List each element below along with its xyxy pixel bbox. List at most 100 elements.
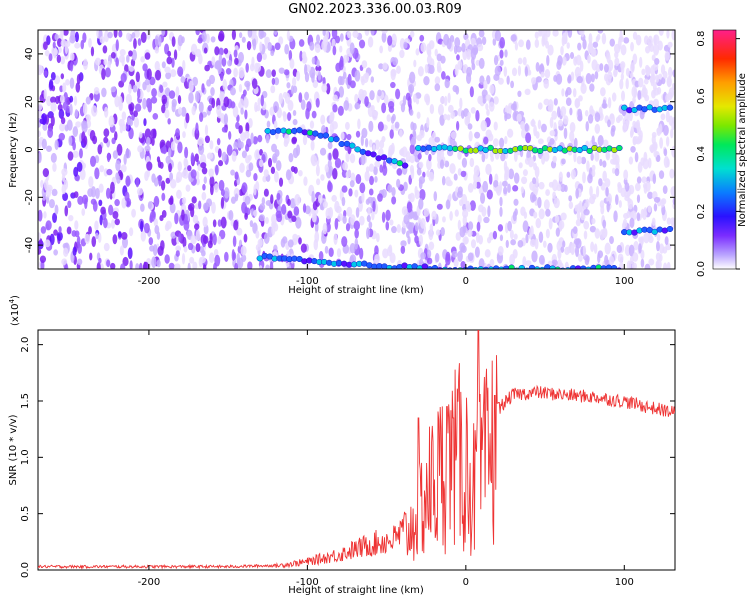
heatmap-cell [387,43,392,52]
heatmap-cell [94,220,99,231]
heatmap-cell [252,38,257,51]
heatmap-x-tick-label: -100 [296,276,319,287]
heatmap-cell [560,246,565,253]
heatmap-cell [510,80,515,89]
heatmap-cell [284,44,290,55]
heatmap-cell [552,30,559,37]
heatmap-cell [153,177,159,187]
heatmap-cell [211,97,216,109]
heatmap-cell [406,201,413,213]
heatmap-cell [542,240,547,248]
heatmap-cell [636,212,641,222]
heatmap-cell [316,59,320,68]
heatmap-cell [270,194,274,204]
heatmap-cell [311,110,317,119]
heatmap-cell [271,77,276,85]
heatmap-cell [167,147,172,158]
heatmap-cell [220,72,224,82]
heatmap-cell [428,171,435,182]
heatmap-cell [211,56,216,66]
heatmap-cell [74,109,79,118]
heatmap-cell [171,36,176,47]
heatmap-cell [40,179,44,188]
heatmap-cell [238,83,243,93]
heatmap-cell [587,54,591,64]
heatmap-feature-cell [370,151,377,158]
heatmap-feature-cell [420,145,427,152]
heatmap-cell [302,134,308,146]
heatmap-cell [328,247,334,258]
snr-frame [37,329,676,571]
heatmap-cell [373,165,378,176]
heatmap-feature-cell [354,146,361,153]
heatmap-cell [588,41,593,53]
heatmap-cell [378,63,384,70]
snr-x-tick-label: -100 [296,577,319,588]
heatmap-cell [292,109,297,116]
heatmap-cell [232,235,237,248]
heatmap-cell [72,150,79,158]
heatmap-cell [592,41,599,48]
heatmap-cell [634,182,641,192]
heatmap-cell [597,135,604,147]
heatmap-cell [160,180,166,191]
heatmap-cell [614,51,619,59]
heatmap-cell [575,188,579,199]
heatmap-cell [218,160,224,167]
heatmap-cell [538,181,545,190]
heatmap-cell [492,38,497,46]
heatmap-cell [121,197,127,209]
heatmap-cell [46,35,51,46]
heatmap-cell [318,251,324,261]
heatmap-cell [50,72,56,81]
snr-y-tick-label: 0.0 [20,562,31,578]
heatmap-cell [619,78,624,90]
heatmap-cell [672,69,675,78]
heatmap-cell [250,208,254,217]
heatmap-cell [132,84,138,93]
heatmap-cell [43,178,49,191]
heatmap-cell [460,170,467,178]
heatmap-cell [528,227,533,240]
heatmap-cell [349,254,357,264]
heatmap-cell [630,72,634,79]
heatmap-cell [504,111,508,122]
heatmap-cell [641,68,646,76]
heatmap-cell [570,71,575,81]
heatmap-cell [443,113,448,121]
heatmap-cell [121,111,127,121]
heatmap-cell [161,104,166,114]
heatmap-cell [595,185,600,198]
heatmap-cell [128,227,134,237]
heatmap-cell [386,114,391,122]
heatmap-cell [311,56,316,65]
heatmap-cell [439,96,445,104]
heatmap-cell [316,178,321,186]
heatmap-cell [382,160,387,169]
heatmap-cell [433,191,438,202]
heatmap-cell [127,247,133,260]
heatmap-cell [368,188,374,196]
heatmap-cell [107,60,111,70]
heatmap-cell [477,43,484,52]
heatmap-cell [302,203,307,213]
heatmap-cell [641,176,647,184]
heatmap-cell [73,95,78,106]
heatmap-cell [447,92,451,104]
heatmap-cell [663,156,670,168]
heatmap-cell [483,80,488,90]
heatmap-cell [662,70,668,79]
heatmap-cell [667,66,673,78]
heatmap-cell [210,87,215,97]
heatmap-cell [212,233,217,246]
heatmap-cell [74,31,79,43]
heatmap-cell [662,185,668,194]
heatmap-cell [390,142,395,155]
heatmap-cell [366,227,370,240]
heatmap-cell [372,144,376,151]
heatmap-cell [136,88,141,99]
heatmap-cell [314,43,321,54]
heatmap-cell [364,96,369,107]
heatmap-cell [485,163,492,176]
heatmap-cell [230,196,237,204]
